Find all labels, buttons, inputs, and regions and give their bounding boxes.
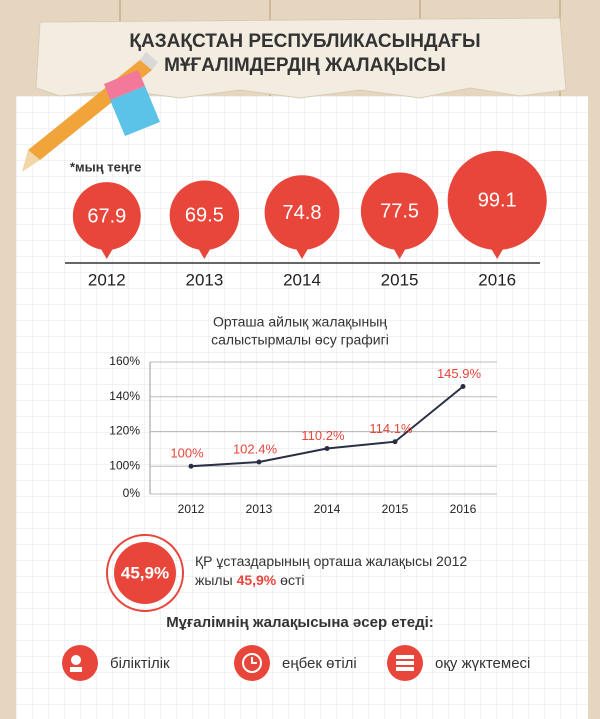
y-tick-label: 0% [123,486,141,500]
factors-title: Мұғалімнің жалақысына әсер етеді: [166,614,434,631]
point [256,459,262,465]
y-tick-label: 140% [109,389,140,403]
bubble [72,182,141,250]
factor-label: оқу жүктемесі [435,655,530,672]
bubble-tail [197,247,212,259]
header-title: ҚАЗАҚСТАН РЕСПУБЛИКАСЫНДАҒЫ [129,31,480,52]
bubble-tail [490,247,505,259]
value-label: 110.2% [301,428,345,443]
bubble-tail [99,247,114,259]
bubble-tail [295,247,309,259]
y-tick-label: 120% [109,424,140,438]
bubble [264,175,340,251]
bubble-label: 69.5 [185,205,224,227]
x-tick-label: 2013 [185,270,223,289]
y-tick-label: 100% [109,458,140,472]
bubble [447,150,547,250]
x-tick-label: 2016 [450,502,477,516]
factor-icons [62,645,423,681]
x-tick-label: 2015 [381,270,419,289]
eraser [104,70,160,136]
x-tick-label: 2013 [246,502,273,516]
point [324,445,330,451]
callout-text-part: өсті [280,572,304,588]
callout-text-part: ҚР ұстаздарының орташа жалақысы 2012 [195,553,467,569]
bubble [360,172,439,250]
value-label: 100% [170,446,204,461]
bubble-label: 99.1 [478,190,517,212]
y-tick-label: 160% [109,354,140,368]
x-tick-label: 2016 [478,270,516,289]
bubble [169,180,240,250]
x-tick-label: 2014 [283,270,321,289]
x-tick-label: 2014 [314,502,341,516]
callout-ring [106,534,184,612]
unit-note: *мың теңге [70,159,141,174]
bubble-label: 67.9 [87,205,126,227]
callout-circle [114,542,176,604]
factor-label: еңбек өтілі [282,655,357,672]
callout-text: жылы 45,9% өсті [195,572,304,588]
factor-label: біліктілік [110,655,170,672]
bubble-tail [392,247,407,259]
callout-highlight: 45,9% [237,572,277,588]
point [392,439,398,445]
line-chart-title: Орташа айлық жалақының [213,314,387,330]
value-label: 145.9% [437,366,482,381]
bubble-label: 77.5 [380,201,419,223]
header-title: МҰҒАЛІМДЕРДІҢ ЖАЛАҚЫСЫ [164,55,446,76]
x-tick-label: 2012 [88,270,126,289]
value-label: 114.1% [369,421,413,436]
value-label: 102.4% [233,441,278,456]
header-paper [35,17,567,99]
point [460,383,466,389]
callout-value: 45,9% [121,563,169,582]
callout-text-part: жылы [195,572,233,588]
point [188,463,194,469]
x-tick-label: 2015 [382,502,409,516]
bubble-label: 74.8 [283,202,322,224]
callout-text: ҚР ұстаздарының орташа жалақысы 2012 [195,553,467,569]
line-chart-title: салыстырмалы өсу графигі [211,332,389,348]
x-tick-label: 2012 [178,502,205,516]
